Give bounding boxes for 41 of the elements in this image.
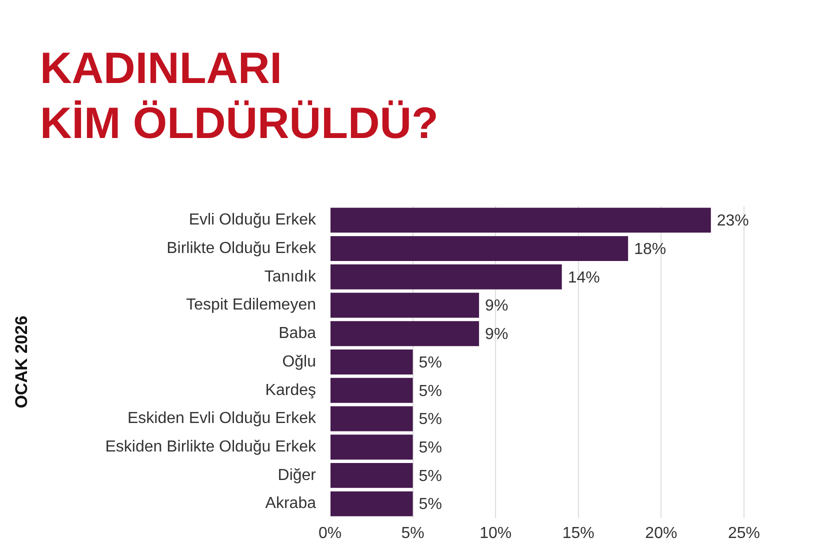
data-label: 5% [418,382,442,400]
data-label: 5% [418,439,442,456]
data-label: 23% [716,212,749,230]
x-tick-label: 25% [728,525,760,542]
data-label: 5% [418,468,442,485]
bar [330,350,413,374]
data-label: 5% [418,354,442,372]
data-label: 9% [485,298,508,315]
y-tick-label: Tanıdık [264,268,317,286]
x-tick-label: 15% [562,525,594,542]
bar [330,208,711,233]
chart-title: KADINLARI KİM ÖLDÜRÜLDÜ? [40,43,438,150]
data-label: 18% [634,240,666,258]
y-tick-label: Diğer [278,466,317,484]
y-tick-label: Oğlu [282,353,316,370]
data-label: 5% [418,496,442,514]
y-tick-label: Evli Olduğu Erkek [188,212,317,229]
bar [330,378,413,403]
bar [330,264,562,290]
y-tick-label: Eskiden Birlikte Olduğu Erkek [105,438,317,456]
x-tick-label: 0% [318,525,342,542]
bar [330,236,628,262]
bar [330,292,480,318]
y-tick-label: Eskiden Evli Olduğu Erkek [127,410,317,428]
x-tick-label: 5% [401,525,424,542]
y-tick-label: Kardeş [265,382,316,399]
x-tick-label: 10% [480,525,512,542]
y-tick-label: Akraba [265,495,316,512]
y-tick-label: Birlikte Olduğu Erkek [166,240,317,257]
bar [330,462,413,488]
bar [330,434,413,460]
y-tick-label: Baba [278,325,316,342]
data-label: 5% [418,411,442,428]
bar [330,321,480,346]
bar [330,406,413,432]
data-label: 9% [485,326,508,344]
data-label: 14% [568,269,600,286]
y-tick-label: Tespit Edilemeyen [186,296,316,314]
bar [330,491,413,516]
x-tick-label: 20% [645,525,678,542]
y-axis-title: OCAK 2026 [12,316,31,408]
